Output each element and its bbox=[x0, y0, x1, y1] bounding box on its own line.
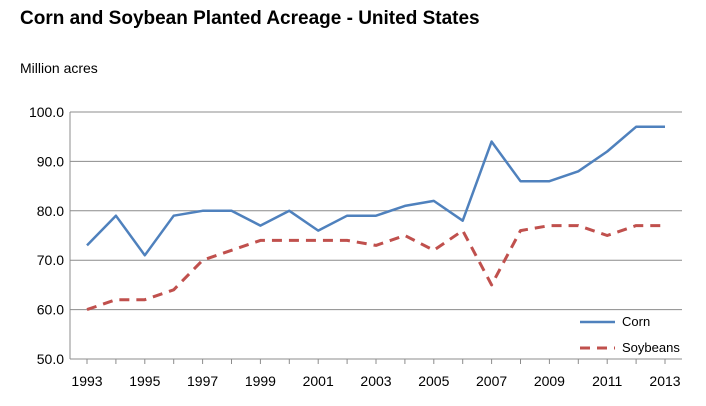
legend: Corn Soybeans bbox=[580, 314, 680, 355]
y-tick-label: 50.0 bbox=[37, 351, 64, 367]
x-tick-label: 2009 bbox=[534, 373, 565, 389]
series-line-soybeans bbox=[86, 224, 665, 312]
series-lines bbox=[86, 125, 665, 312]
x-tick-label: 2007 bbox=[476, 373, 507, 389]
series-line-corn bbox=[86, 125, 665, 257]
x-tick-label: 2001 bbox=[303, 373, 334, 389]
y-tick-label: 100.0 bbox=[29, 104, 64, 120]
legend-label: Corn bbox=[622, 314, 650, 329]
x-tick-label: 2005 bbox=[418, 373, 449, 389]
y-tick-label: 80.0 bbox=[37, 203, 64, 219]
y-tick-label: 90.0 bbox=[37, 153, 64, 169]
x-tick-label: 2003 bbox=[360, 373, 391, 389]
legend-label: Soybeans bbox=[622, 340, 680, 355]
y-tick-label: 60.0 bbox=[37, 302, 64, 318]
x-tick-label: 1995 bbox=[129, 373, 160, 389]
y-tick-labels: 50.0 60.0 70.0 80.0 90.0 100.0 bbox=[29, 104, 64, 367]
x-tick-label: 1999 bbox=[245, 373, 276, 389]
x-tick-label: 1997 bbox=[187, 373, 218, 389]
gridlines bbox=[70, 111, 682, 311]
y-axis-label: Million acres bbox=[20, 60, 98, 76]
x-tick-label: 2013 bbox=[649, 373, 680, 389]
axes bbox=[69, 112, 682, 364]
chart-title: Corn and Soybean Planted Acreage - Unite… bbox=[20, 8, 480, 29]
y-tick-label: 70.0 bbox=[37, 252, 64, 268]
x-tick-labels: 1993 1995 1997 1999 2001 2003 2005 2007 2009 2011… bbox=[71, 373, 680, 389]
x-tick-label: 2011 bbox=[592, 373, 622, 389]
x-tick-label: 1993 bbox=[71, 373, 102, 389]
